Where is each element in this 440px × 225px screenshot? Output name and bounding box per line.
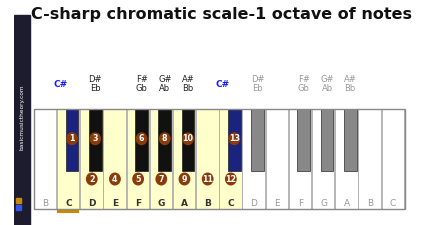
Bar: [57, 109, 80, 209]
Bar: [15, 198, 21, 203]
Bar: [344, 109, 356, 171]
Bar: [15, 205, 21, 210]
Bar: [358, 109, 381, 209]
Circle shape: [86, 173, 98, 185]
Circle shape: [89, 132, 101, 145]
Text: 1: 1: [69, 134, 75, 143]
Text: D#: D#: [251, 75, 264, 84]
Bar: [135, 109, 148, 171]
Text: G: G: [158, 199, 165, 208]
Bar: [89, 109, 102, 171]
Text: C-sharp chromatic scale-1 octave of notes: C-sharp chromatic scale-1 octave of note…: [30, 7, 411, 22]
Circle shape: [179, 173, 191, 185]
Text: F: F: [298, 199, 303, 208]
Circle shape: [225, 173, 237, 185]
Circle shape: [132, 173, 144, 185]
Bar: [335, 109, 358, 209]
Text: 3: 3: [92, 134, 98, 143]
Text: C: C: [227, 199, 234, 208]
Text: 12: 12: [225, 175, 236, 184]
Text: F#: F#: [136, 75, 147, 84]
Text: A: A: [344, 199, 350, 208]
Bar: [182, 109, 194, 171]
Text: D: D: [251, 199, 257, 208]
Bar: [321, 109, 334, 171]
Circle shape: [109, 173, 121, 185]
Bar: [34, 109, 56, 209]
Text: Bb: Bb: [182, 84, 194, 93]
Text: A: A: [181, 199, 188, 208]
Text: B: B: [204, 199, 211, 208]
Text: 8: 8: [162, 134, 168, 143]
Text: D: D: [88, 199, 95, 208]
Circle shape: [136, 132, 147, 145]
Text: Gb: Gb: [298, 84, 310, 93]
Bar: [297, 109, 310, 171]
Text: A#: A#: [182, 75, 194, 84]
Text: G#: G#: [320, 75, 334, 84]
Text: D#: D#: [88, 75, 102, 84]
Text: Ab: Ab: [322, 84, 333, 93]
Text: Eb: Eb: [252, 84, 263, 93]
Text: 5: 5: [136, 175, 141, 184]
Bar: [66, 109, 78, 171]
Text: C: C: [65, 199, 72, 208]
Bar: [150, 109, 172, 209]
Text: B: B: [367, 199, 373, 208]
Text: Bb: Bb: [345, 84, 356, 93]
Text: A#: A#: [344, 75, 356, 84]
Bar: [251, 109, 264, 171]
Text: 2: 2: [89, 175, 95, 184]
Bar: [312, 109, 334, 209]
Bar: [219, 109, 242, 209]
Bar: [196, 109, 219, 209]
Bar: [57, 209, 80, 212]
Text: B: B: [42, 199, 48, 208]
Text: 10: 10: [183, 134, 194, 143]
Text: C#: C#: [53, 80, 67, 89]
Text: C#: C#: [216, 80, 230, 89]
Text: Eb: Eb: [90, 84, 101, 93]
Text: Gb: Gb: [136, 84, 147, 93]
Circle shape: [182, 132, 194, 145]
Bar: [158, 109, 171, 171]
Bar: [127, 109, 149, 209]
Text: Ab: Ab: [159, 84, 170, 93]
Text: 11: 11: [202, 175, 213, 184]
Bar: [381, 109, 404, 209]
Text: basicmusictheory.com: basicmusictheory.com: [19, 84, 25, 150]
Text: C: C: [390, 199, 396, 208]
Bar: [228, 109, 241, 171]
Bar: [266, 109, 288, 209]
Bar: [173, 109, 195, 209]
Text: G#: G#: [158, 75, 172, 84]
Bar: [103, 109, 126, 209]
Circle shape: [202, 173, 213, 185]
Circle shape: [159, 132, 171, 145]
Bar: [14, 15, 30, 225]
Bar: [289, 109, 311, 209]
Text: E: E: [275, 199, 280, 208]
Text: G: G: [320, 199, 327, 208]
Bar: [34, 109, 405, 209]
Text: 9: 9: [182, 175, 187, 184]
Text: 6: 6: [139, 134, 144, 143]
Text: 4: 4: [112, 175, 117, 184]
Circle shape: [228, 132, 240, 145]
Text: 13: 13: [229, 134, 240, 143]
Text: F#: F#: [298, 75, 310, 84]
Text: F: F: [135, 199, 141, 208]
Bar: [242, 109, 265, 209]
Text: E: E: [112, 199, 118, 208]
Bar: [80, 109, 103, 209]
Text: 7: 7: [158, 175, 164, 184]
Circle shape: [66, 132, 78, 145]
Circle shape: [155, 173, 167, 185]
